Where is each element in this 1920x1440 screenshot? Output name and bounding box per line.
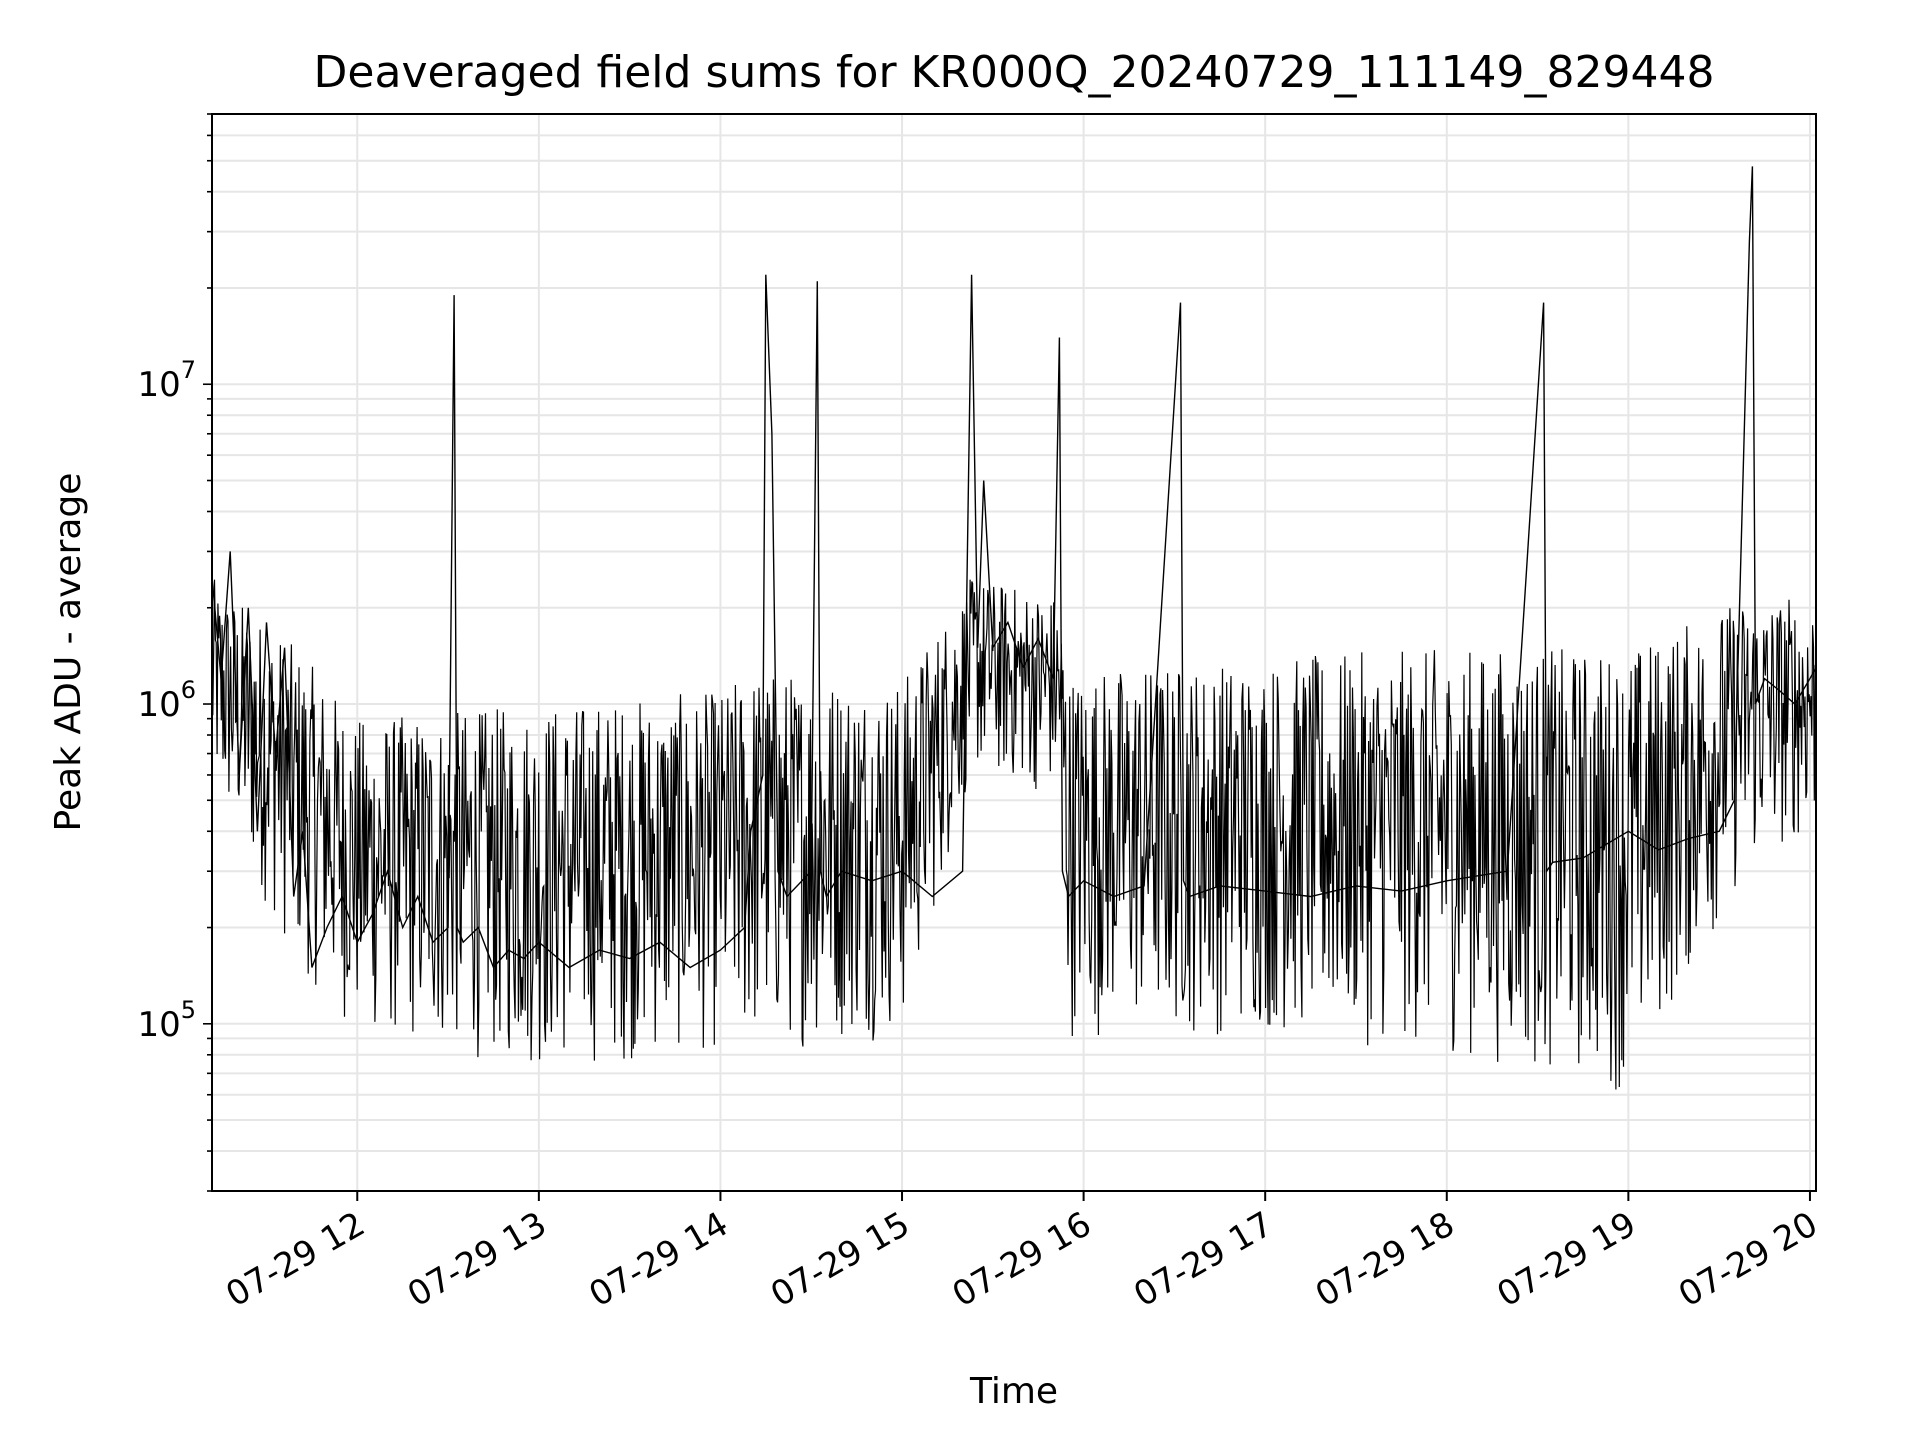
x-tick-label: 07-29 14	[583, 1204, 735, 1315]
x-tick-label: 07-29 19	[1490, 1204, 1642, 1315]
chart-title: Deaveraged field sums for KR000Q_2024072…	[314, 47, 1715, 98]
y-tick-label: 106	[137, 676, 196, 725]
x-tick-label: 07-29 13	[401, 1204, 553, 1315]
series-line	[211, 166, 1817, 969]
y-axis: 105 106 107	[137, 113, 212, 1192]
y-tick-label: 107	[137, 356, 196, 405]
x-tick-label: 07-29 15	[764, 1204, 916, 1315]
data-series-line	[211, 166, 1817, 1090]
x-tick-label: 07-29 17	[1127, 1204, 1279, 1315]
x-axis-label: Time	[969, 1371, 1058, 1412]
plot-area-frame	[211, 113, 1817, 1192]
y-tick-label: 105	[137, 996, 196, 1045]
x-tick-label: 07-29 12	[219, 1204, 371, 1315]
x-tick-label: 07-29 18	[1309, 1204, 1461, 1315]
y-axis-label: Peak ADU - average	[48, 473, 89, 832]
x-tick-label: 07-29 20	[1672, 1204, 1824, 1315]
series-noise-trace	[211, 579, 1817, 1090]
x-tick-label: 07-29 16	[946, 1204, 1098, 1315]
x-axis: 07-29 12 07-29 13 07-29 14 07-29 15 07-29 16…	[219, 1191, 1824, 1315]
